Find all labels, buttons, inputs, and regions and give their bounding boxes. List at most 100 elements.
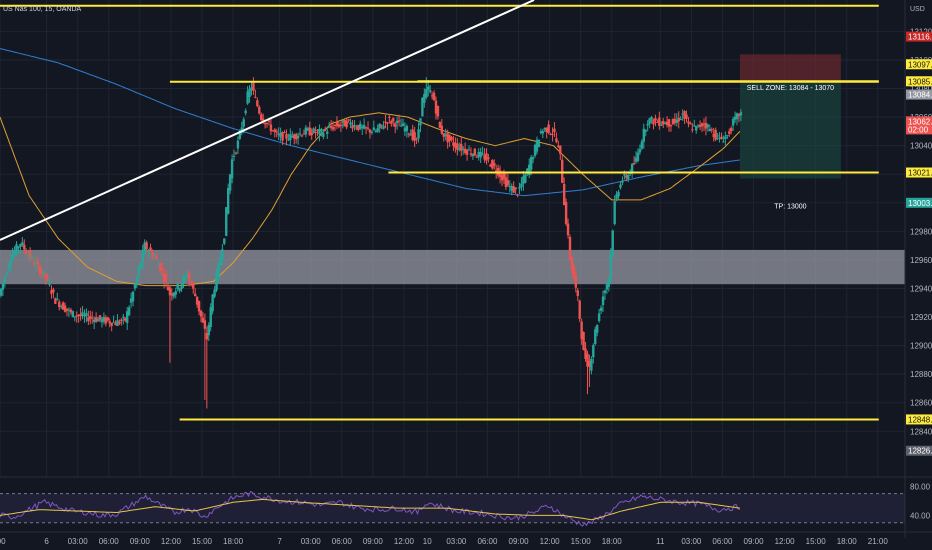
candle-body — [483, 155, 486, 160]
candle-body — [595, 325, 599, 333]
candle-body — [34, 262, 38, 265]
candle-body — [619, 184, 622, 188]
candle-body — [89, 316, 92, 319]
candle-body — [250, 87, 253, 91]
rsi-tick-label: 40.00 — [910, 511, 931, 520]
candle-body — [729, 128, 733, 132]
price-tick-label: 13080.0 — [910, 85, 932, 94]
candle-body — [81, 312, 84, 317]
price-tag-bg — [906, 76, 932, 87]
price-tag-label: 12848.3 — [908, 415, 932, 424]
time-tick-label: :00 — [0, 537, 6, 546]
candle-body — [718, 137, 721, 140]
price-tag-sublabel: 02:00 — [908, 125, 929, 134]
candle-body — [695, 126, 698, 131]
time-tick-label: 06:00 — [477, 537, 498, 546]
price-tag-bg — [906, 167, 932, 178]
candle-body — [436, 106, 440, 117]
candle-body — [665, 121, 669, 126]
candle-body — [500, 174, 504, 181]
candle-body — [360, 126, 364, 128]
candle-body — [689, 123, 692, 125]
candle-body — [215, 272, 218, 291]
candle-body — [19, 244, 22, 247]
candle-body — [67, 309, 71, 311]
candle-body — [294, 134, 298, 140]
candle-body — [401, 123, 405, 127]
candle-body — [469, 153, 473, 155]
candle-body — [592, 345, 595, 358]
candle-body — [710, 129, 713, 131]
candle-body — [102, 316, 106, 322]
candle-body — [234, 152, 238, 154]
candle-body — [364, 127, 368, 129]
candle-body — [516, 194, 519, 196]
time-tick-label: 03:00 — [446, 537, 467, 546]
candle-body — [460, 143, 463, 151]
candle-body — [287, 139, 290, 141]
price-tick-label: 12960.0 — [910, 256, 932, 265]
time-tick-label: 10 — [423, 537, 432, 546]
candle-body — [285, 134, 288, 139]
candle-body — [92, 319, 96, 322]
candle-body — [223, 238, 226, 244]
trendline[interactable] — [0, 0, 535, 241]
candle-body — [341, 120, 344, 123]
candle-body — [83, 314, 86, 317]
candle-body — [7, 266, 10, 269]
candle-body — [203, 320, 207, 329]
rsi-tick-label: 80.00 — [910, 482, 931, 491]
candle-body — [660, 124, 663, 126]
candle-body — [539, 131, 543, 133]
price-tag: 13116.4 — [906, 31, 932, 42]
candle-body — [543, 128, 546, 130]
candle-body — [683, 111, 686, 119]
candle-body — [71, 311, 75, 317]
candle-body — [677, 117, 680, 122]
price-axis-ticks[interactable]: 12840.0 12860.0 12880.0 12900.0 12920.0 12940… — [910, 27, 932, 436]
candle-body — [56, 298, 59, 300]
candle-body — [265, 122, 269, 124]
candle-body — [481, 153, 484, 155]
candle-body — [59, 306, 63, 308]
candle-body — [260, 114, 263, 120]
candle-body — [582, 332, 585, 351]
candle-body — [566, 223, 570, 236]
candle-body — [376, 128, 379, 132]
candle-body — [438, 121, 442, 128]
candles — [0, 77, 743, 409]
candle-body — [601, 296, 605, 305]
candle-body — [329, 125, 333, 128]
candle-body — [588, 360, 591, 367]
trendline[interactable] — [0, 0, 535, 241]
levels[interactable] — [0, 4, 879, 421]
time-axis-ticks[interactable]: :00 6 03:00 06:00 09:00 12:00 15:00 18:00 7 03:00… — [0, 537, 888, 546]
time-tick-label: 12:00 — [540, 537, 561, 546]
candle-body — [36, 261, 40, 265]
price-tag: 13084.8 — [906, 89, 932, 100]
candle-body — [242, 119, 245, 127]
symbol-title[interactable]: US Nas 100, 15, OANDA — [3, 6, 82, 13]
candle-body — [221, 249, 224, 260]
candle-body — [671, 118, 675, 125]
candle-body — [663, 123, 667, 125]
candle-body — [564, 202, 568, 224]
candle-body — [147, 251, 150, 253]
candle-body — [479, 151, 482, 158]
candle-body — [298, 133, 302, 135]
candle-body — [708, 128, 712, 132]
price-tag-bg — [906, 445, 932, 456]
candle-body — [73, 316, 76, 318]
candle-body — [100, 318, 104, 323]
candle-body — [467, 149, 471, 151]
candle-body — [160, 268, 164, 270]
candle-body — [489, 164, 492, 167]
candle-body — [184, 275, 187, 277]
candle-body — [494, 170, 498, 173]
candle-body — [518, 187, 521, 189]
candle-body — [114, 323, 117, 326]
candle-body — [524, 174, 527, 183]
candle-body — [219, 257, 222, 266]
candle-body — [654, 118, 657, 121]
